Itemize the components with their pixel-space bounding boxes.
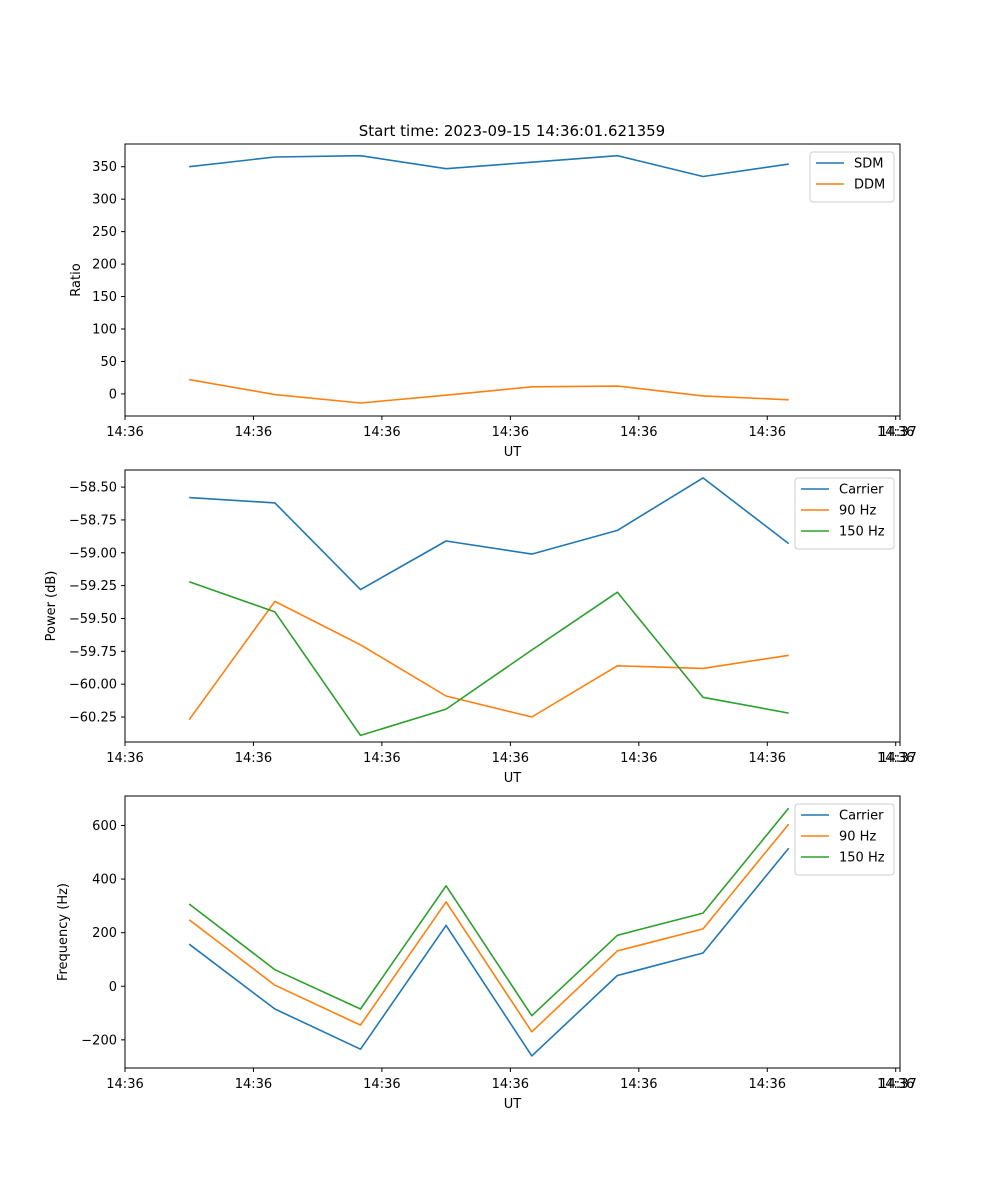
legend-label: SDM bbox=[854, 157, 883, 172]
legend-label: Carrier bbox=[839, 809, 884, 824]
x-tick-label: 14:36 bbox=[235, 1077, 272, 1092]
y-tick-label: 0 bbox=[109, 980, 117, 995]
x-tick-label: 14:36 bbox=[106, 425, 143, 440]
legend-label: 150 Hz bbox=[839, 851, 885, 866]
y-tick-label: −58.75 bbox=[69, 513, 117, 528]
x-tick-label: 14:36 bbox=[363, 1077, 400, 1092]
x-tick-label: 14:36 bbox=[877, 425, 914, 440]
x-tick-label: 14:36 bbox=[492, 425, 529, 440]
x-tick-label: 14:36 bbox=[620, 751, 657, 766]
legend-box bbox=[809, 151, 895, 203]
y-tick-label: −58.50 bbox=[69, 481, 117, 496]
y-tick-label: −60.25 bbox=[69, 711, 117, 726]
axes-frame bbox=[124, 143, 901, 417]
chart-title: Start time: 2023-09-15 14:36:01.621359 bbox=[359, 122, 665, 140]
series-line-150-hz bbox=[188, 580, 789, 737]
y-tick-label: −59.75 bbox=[69, 645, 117, 660]
x-tick-label: 14:36 bbox=[620, 1077, 657, 1092]
y-tick-label: 600 bbox=[92, 819, 117, 834]
y-axis-label: Ratio bbox=[69, 263, 84, 296]
x-tick-label: 14:36 bbox=[363, 425, 400, 440]
x-tick-label: 14:36 bbox=[235, 425, 272, 440]
x-tick-label: 14:37 bbox=[879, 425, 916, 440]
x-tick-label: 14:37 bbox=[879, 751, 916, 766]
y-tick-label: −59.50 bbox=[69, 612, 117, 627]
legend-label: Carrier bbox=[839, 483, 884, 498]
series-line-carrier bbox=[189, 477, 790, 591]
legend-label: 150 Hz bbox=[839, 525, 885, 540]
x-tick-label: 14:36 bbox=[106, 751, 143, 766]
x-axis-label: UT bbox=[504, 1097, 522, 1112]
x-tick-label: 14:36 bbox=[492, 1077, 529, 1092]
plot-panel-2: 14:36 14:36 14:36 14:36 14:36 14:36 14:3614:37… bbox=[44, 469, 917, 786]
series-line-carrier bbox=[188, 847, 790, 1057]
legend-label: 90 Hz bbox=[839, 830, 876, 845]
plot-panel-1: 14:36 14:36 14:36 14:36 14:36 14:36 14:3614:37… bbox=[69, 143, 917, 460]
x-tick-label: 14:36 bbox=[749, 751, 786, 766]
series-line-90-hz bbox=[188, 823, 790, 1033]
x-axis-label: UT bbox=[504, 445, 522, 460]
x-tick-label: 14:36 bbox=[749, 1077, 786, 1092]
legend-label: DDM bbox=[854, 178, 885, 193]
y-tick-label: 400 bbox=[92, 873, 117, 888]
y-tick-label: 200 bbox=[92, 926, 117, 941]
y-axis-label: Frequency (Hz) bbox=[56, 883, 71, 981]
series-line-ddm bbox=[189, 378, 789, 404]
series-line-sdm bbox=[189, 154, 789, 178]
plot-panel-3: 14:36 14:36 14:36 14:36 14:36 14:36 14:3614:37… bbox=[56, 795, 917, 1112]
x-tick-label: 14:36 bbox=[877, 1077, 914, 1092]
series-line-150-hz bbox=[188, 807, 790, 1017]
axes-frame bbox=[124, 469, 901, 743]
y-tick-label: 50 bbox=[100, 355, 117, 370]
x-axis-label: UT bbox=[504, 771, 522, 786]
legend-label: 90 Hz bbox=[839, 504, 876, 519]
axes-frame bbox=[124, 795, 901, 1069]
y-tick-label: −200 bbox=[81, 1033, 117, 1048]
x-tick-label: 14:36 bbox=[363, 751, 400, 766]
y-tick-label: 300 bbox=[92, 193, 117, 208]
y-axis-label: Power (dB) bbox=[44, 571, 59, 642]
series-line-90-hz bbox=[188, 600, 789, 721]
x-tick-label: 14:36 bbox=[492, 751, 529, 766]
y-tick-label: 0 bbox=[109, 387, 117, 402]
x-tick-label: 14:36 bbox=[106, 1077, 143, 1092]
y-tick-label: 150 bbox=[92, 290, 117, 305]
y-tick-label: 350 bbox=[92, 160, 117, 175]
y-tick-label: 200 bbox=[92, 258, 117, 273]
x-tick-label: 14:36 bbox=[877, 751, 914, 766]
x-tick-label: 14:37 bbox=[879, 1077, 916, 1092]
x-tick-label: 14:36 bbox=[235, 751, 272, 766]
y-tick-label: −59.00 bbox=[69, 546, 117, 561]
x-tick-label: 14:36 bbox=[620, 425, 657, 440]
y-tick-label: −59.25 bbox=[69, 579, 117, 594]
y-tick-label: 100 bbox=[92, 323, 117, 338]
y-tick-label: 250 bbox=[92, 225, 117, 240]
y-tick-label: −60.00 bbox=[69, 678, 117, 693]
x-tick-label: 14:36 bbox=[749, 425, 786, 440]
